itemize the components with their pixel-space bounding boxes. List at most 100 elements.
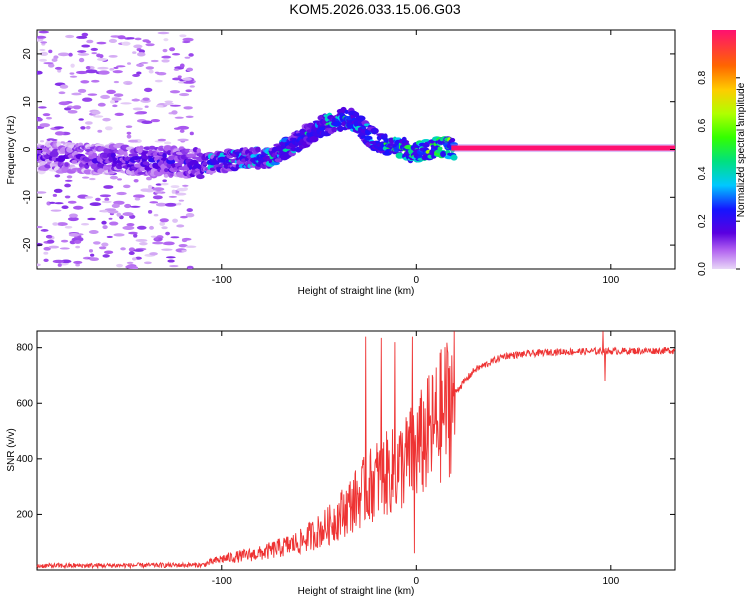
spectrogram-signal-cell <box>162 152 167 160</box>
spectrogram-noise-cell <box>40 41 48 44</box>
spectrogram-noise-cell <box>120 247 126 251</box>
spectrogram-noise-cell <box>122 225 135 230</box>
spectrogram-noise-cell <box>81 176 90 179</box>
spectrogram-noise-cell <box>178 199 185 202</box>
spectrogram-noise-cell <box>160 182 169 186</box>
spectrogram-noise-cell <box>37 242 43 247</box>
spectrogram-noise-cell <box>43 246 51 251</box>
spectrogram-noise-cell <box>65 34 75 39</box>
spectrogram-noise-cell <box>133 179 139 183</box>
spectrogram-signal-cell <box>440 150 447 158</box>
spectrogram-noise-cell <box>179 129 185 133</box>
spectrogram-noise-cell <box>70 63 75 68</box>
spectrogram-noise-cell <box>77 52 90 56</box>
spectrogram-noise-cell <box>141 120 153 125</box>
spectrogram-noise-cell <box>102 254 110 258</box>
spectrogram-noise-cell <box>170 185 180 189</box>
spectrogram-noise-cell <box>181 239 188 243</box>
spectrogram-noise-cell <box>61 205 69 210</box>
spectrogram-x-ticks: -100 0 100 <box>212 30 620 286</box>
spectrogram-signal-cell <box>383 133 388 140</box>
spectrogram-noise-cell <box>180 215 188 219</box>
spectrogram-noise-cell <box>185 115 194 118</box>
spectrogram-noise-cell <box>164 100 174 103</box>
spectrogram-noise-cell <box>85 125 91 130</box>
spectrogram-noise-cell <box>71 92 82 96</box>
spectrogram-noise-cell <box>157 138 167 142</box>
spectrogram-noise-cell <box>75 245 81 249</box>
spectrogram-noise-cell <box>58 101 70 106</box>
spectrogram-noise-cell <box>37 263 41 267</box>
spectrogram-noise-cell <box>88 230 99 235</box>
spectrogram-noise-cell <box>150 59 159 63</box>
spectrogram-noise-cell <box>188 53 194 57</box>
spectrogram-noise-cell <box>77 88 87 93</box>
colorbar-tick-label: 0.2 <box>697 214 708 228</box>
spectrogram-noise-cell <box>177 125 190 130</box>
spectrogram-noise-cell <box>85 69 98 74</box>
spectrogram-noise-cell <box>80 126 86 130</box>
spectrogram-noise-cell <box>149 201 159 204</box>
snr-y-tick-label: 800 <box>16 343 33 354</box>
spectrogram-noise-cell <box>92 241 101 245</box>
spectrogram-signal-cell <box>321 132 332 137</box>
spectrogram-noise-cell <box>189 131 194 136</box>
snr-y-tick-label: 200 <box>16 509 33 520</box>
spectrogram-noise-cell <box>144 105 149 108</box>
spectrogram-noise-cell <box>66 175 73 179</box>
spectrogram-noise-cell <box>115 65 126 68</box>
spectrogram-cells <box>37 30 675 269</box>
spectrogram-noise-cell <box>172 218 178 223</box>
spectrogram-noise-cell <box>97 102 106 107</box>
spectrogram-noise-cell <box>134 112 144 115</box>
spectrogram-noise-cell <box>48 245 60 249</box>
spectrogram-noise-cell <box>57 68 62 73</box>
spectrogram-noise-cell <box>82 97 93 102</box>
spectrogram-noise-cell <box>134 256 142 260</box>
spectrogram-noise-cell <box>40 229 49 232</box>
spectrogram-noise-cell <box>186 265 194 269</box>
spectrogram-noise-cell <box>98 70 110 75</box>
spectrogram-noise-cell <box>108 217 113 220</box>
spectrogram-noise-cell <box>139 242 148 246</box>
snr-panel: -100 0 100 200 400 600 800 Height of straight… <box>6 330 676 597</box>
spectrogram-noise-cell <box>113 80 120 84</box>
spectrogram-noise-cell <box>124 203 132 209</box>
spectrogram-signal-cell <box>94 143 105 148</box>
spectrogram-noise-cell <box>178 243 188 248</box>
spectrogram-noise-cell <box>147 210 153 214</box>
spectrogram-noise-cell <box>101 242 109 247</box>
spectrogram-signal-cell <box>51 156 57 161</box>
spectrogram-noise-cell <box>163 241 175 246</box>
spectrogram-noise-cell <box>51 58 58 62</box>
spectrogram-noise-cell <box>151 241 164 245</box>
spectrogram-noise-cell <box>171 77 182 81</box>
spectrogram-noise-cell <box>104 208 117 211</box>
spectrogram-signal-cell <box>103 147 111 154</box>
spectrogram-noise-cell <box>145 66 155 70</box>
snr-frame <box>36 330 676 571</box>
spectrogram-noise-cell <box>167 259 175 263</box>
spectrogram-noise-cell <box>43 62 54 65</box>
spectrogram-noise-cell <box>37 225 43 229</box>
spectrogram-signal-cell <box>337 125 344 132</box>
spectrogram-noise-cell <box>132 194 145 198</box>
spectrogram-noise-cell <box>155 104 164 108</box>
spectrogram-x-tick-label: 0 <box>414 275 420 286</box>
spectrogram-noise-cell <box>169 264 179 268</box>
spectrogram-noise-cell <box>143 261 152 265</box>
spectrogram-noise-cell <box>53 188 63 193</box>
spectrogram-noise-cell <box>171 110 178 115</box>
spectrogram-noise-cell <box>76 70 88 75</box>
spectrogram-noise-cell <box>43 251 49 255</box>
spectrogram-signal-cell <box>163 173 169 178</box>
spectrogram-noise-cell <box>54 202 64 205</box>
spectrogram-signal-cell <box>148 145 156 150</box>
spectrogram-noise-cell <box>169 47 176 52</box>
spectrogram-noise-cell <box>140 188 151 192</box>
spectrogram-noise-cell <box>109 99 115 104</box>
spectrogram-noise-cell <box>52 259 65 264</box>
spectrogram-y-tick-label: 20 <box>22 48 33 60</box>
spectrogram-signal-cell <box>274 158 282 163</box>
spectrogram-noise-cell <box>143 87 153 93</box>
